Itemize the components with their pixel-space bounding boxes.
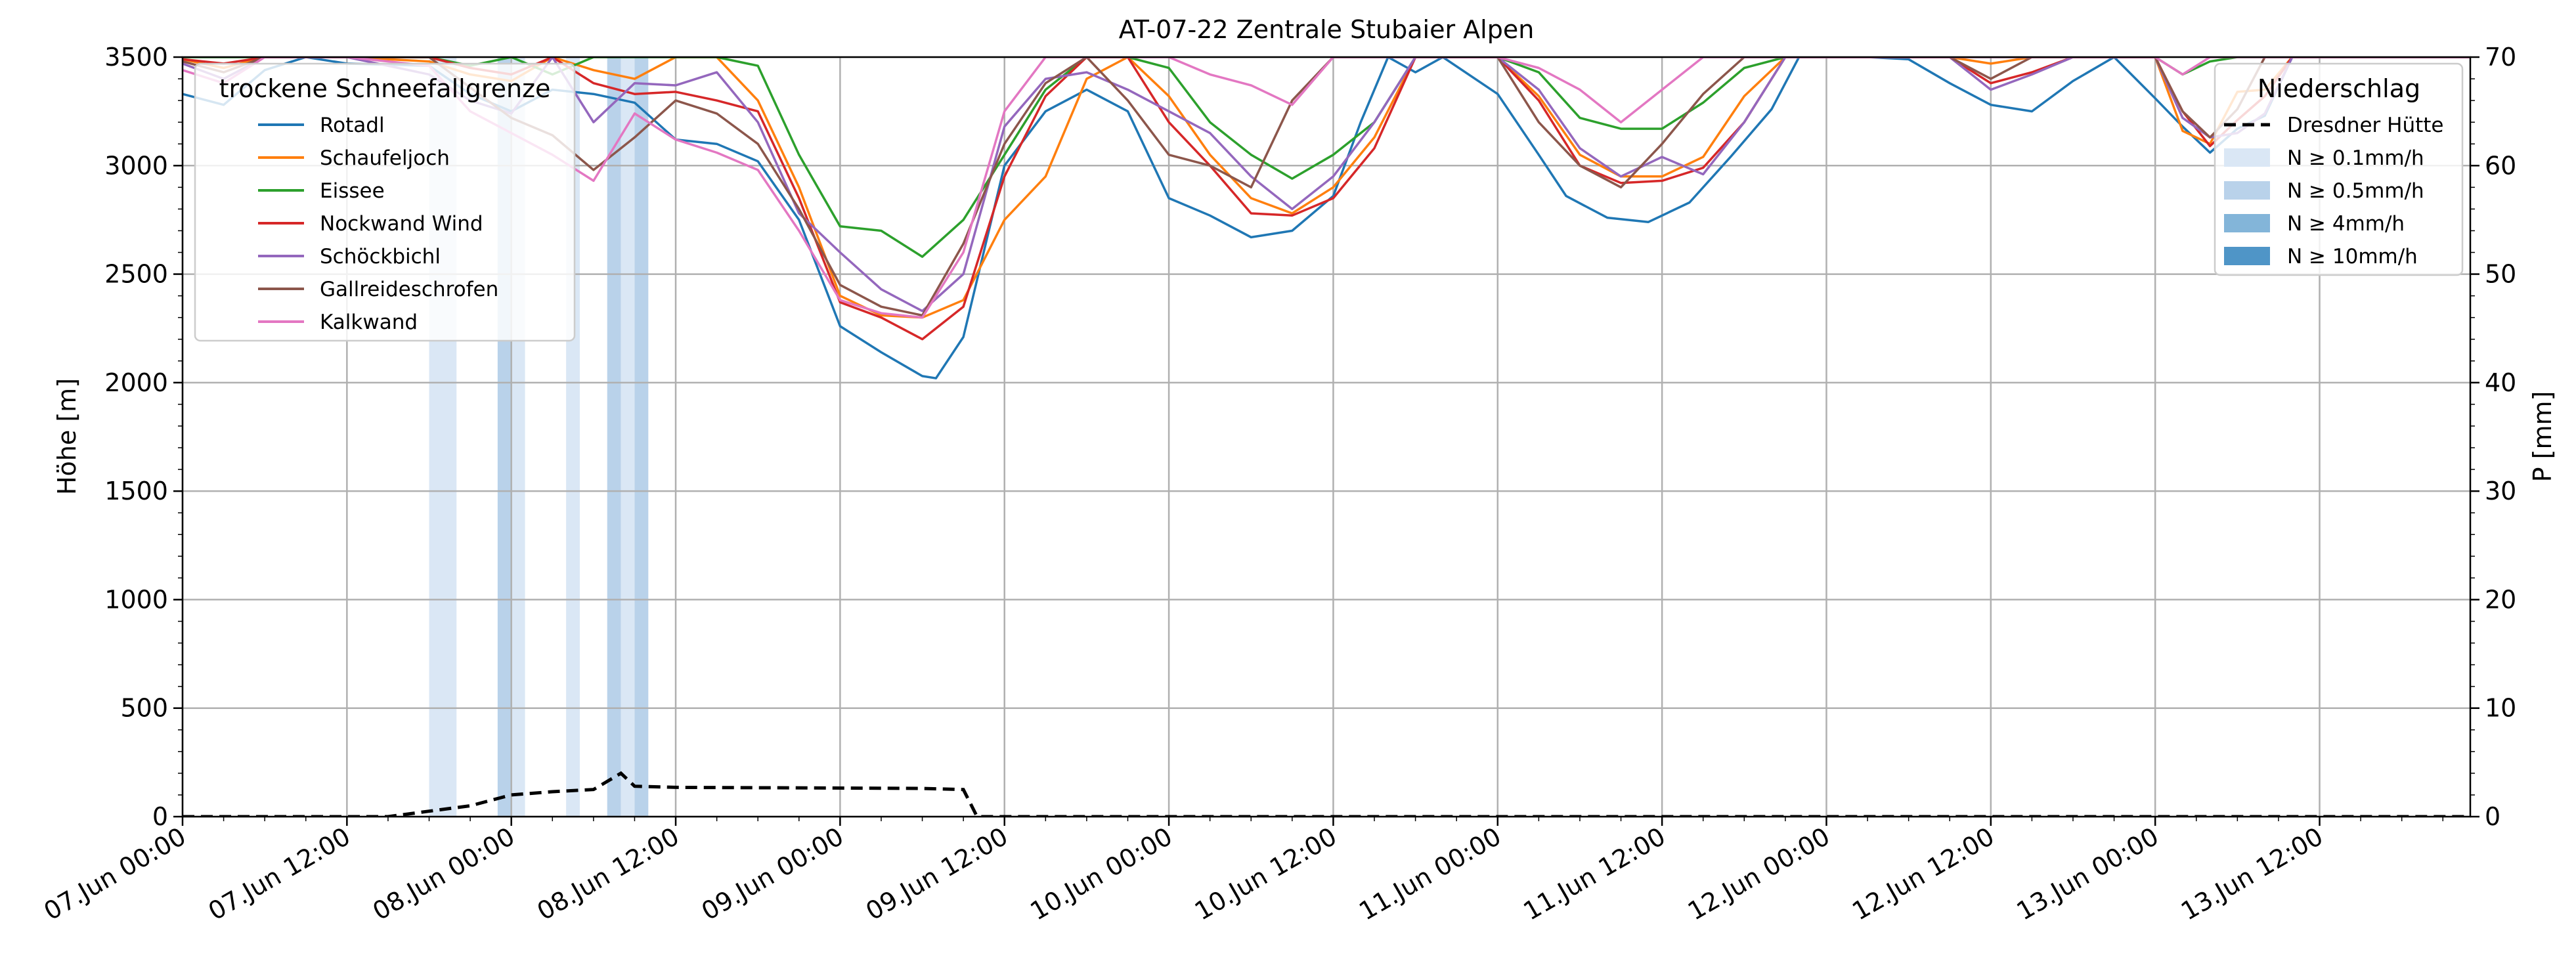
legend-right-title: Niederschlag (2258, 74, 2420, 103)
plot-frame (181, 56, 2472, 818)
y2-tick-label: 10 (2485, 694, 2516, 723)
legend-item-label: Kalkwand (320, 311, 418, 334)
y2-tick-label: 40 (2485, 368, 2516, 397)
precip-band (634, 57, 649, 817)
series-line-2 (183, 57, 2470, 319)
precip-band (621, 57, 635, 817)
legend-right: Niederschlag Dresdner Hütte N ≥ 0.1mm/h N … (2214, 62, 2464, 276)
series-lines (183, 57, 2470, 379)
legend-item-label: Gallreideschrofen (320, 278, 498, 301)
legend-item-label: N ≥ 0.1mm/h (2287, 146, 2424, 170)
precip-band (607, 57, 621, 817)
legend-item-label: Schöckbichl (320, 245, 441, 268)
legend-item-label: Dresdner Hütte (2287, 114, 2444, 137)
legend-item-label: Nockwand Wind (320, 212, 483, 236)
y-tick-label: 2500 (104, 260, 168, 289)
series-line-5 (183, 57, 2470, 312)
y2-tick-label: 20 (2485, 585, 2516, 614)
chart-title: AT-07-22 Zentrale Stubaier Alpen (1119, 15, 1535, 44)
y-axis-ticks: 0 500 1000 1500 2000 2500 3000 3500 (104, 43, 183, 831)
y2-tick-label: 70 (2485, 43, 2516, 72)
legend-swatch (2224, 247, 2270, 265)
y-tick-label: 500 (120, 694, 168, 723)
series-line-4 (183, 57, 2470, 341)
precip-line-group (183, 771, 2470, 817)
y-tick-label: 3500 (104, 43, 168, 72)
legend-swatch (2224, 181, 2270, 200)
legend-item-label: N ≥ 10mm/h (2287, 245, 2418, 268)
y-axis-label: Höhe [m] (53, 378, 81, 495)
y2-tick-label: 50 (2485, 260, 2516, 289)
y2-tick-label: 60 (2485, 151, 2516, 180)
y2-axis-label: P [mm] (2528, 391, 2557, 482)
legend-swatch (2224, 148, 2270, 167)
series-line-1 (183, 57, 2470, 379)
y2-tick-label: 30 (2485, 477, 2516, 505)
y-tick-label: 1000 (104, 585, 168, 614)
y2-axis-ticks: 0 10 20 30 40 50 60 70 (2470, 43, 2516, 831)
y2-tick-label: 0 (2485, 802, 2500, 831)
series-line-3 (183, 57, 2470, 258)
legend-left-title: trockene Schneefallgrenze (219, 74, 551, 103)
y-tick-label: 1500 (104, 477, 168, 505)
y-tick-label: 2000 (104, 368, 168, 397)
y-tick-label: 3000 (104, 151, 168, 180)
legend-item-label: Schaufeljoch (320, 146, 450, 170)
legend-item-label: Eissee (320, 179, 385, 203)
y-tick-label: 0 (152, 802, 168, 831)
precip-line (183, 771, 2470, 817)
legend-item-label: Rotadl (320, 114, 385, 137)
legend-swatch (2224, 214, 2270, 232)
legend-item-label: N ≥ 4mm/h (2287, 212, 2405, 236)
legend-left: trockene Schneefallgrenze Rotadl Schaufel… (194, 62, 576, 342)
legend-item-label: N ≥ 0.5mm/h (2287, 179, 2424, 203)
